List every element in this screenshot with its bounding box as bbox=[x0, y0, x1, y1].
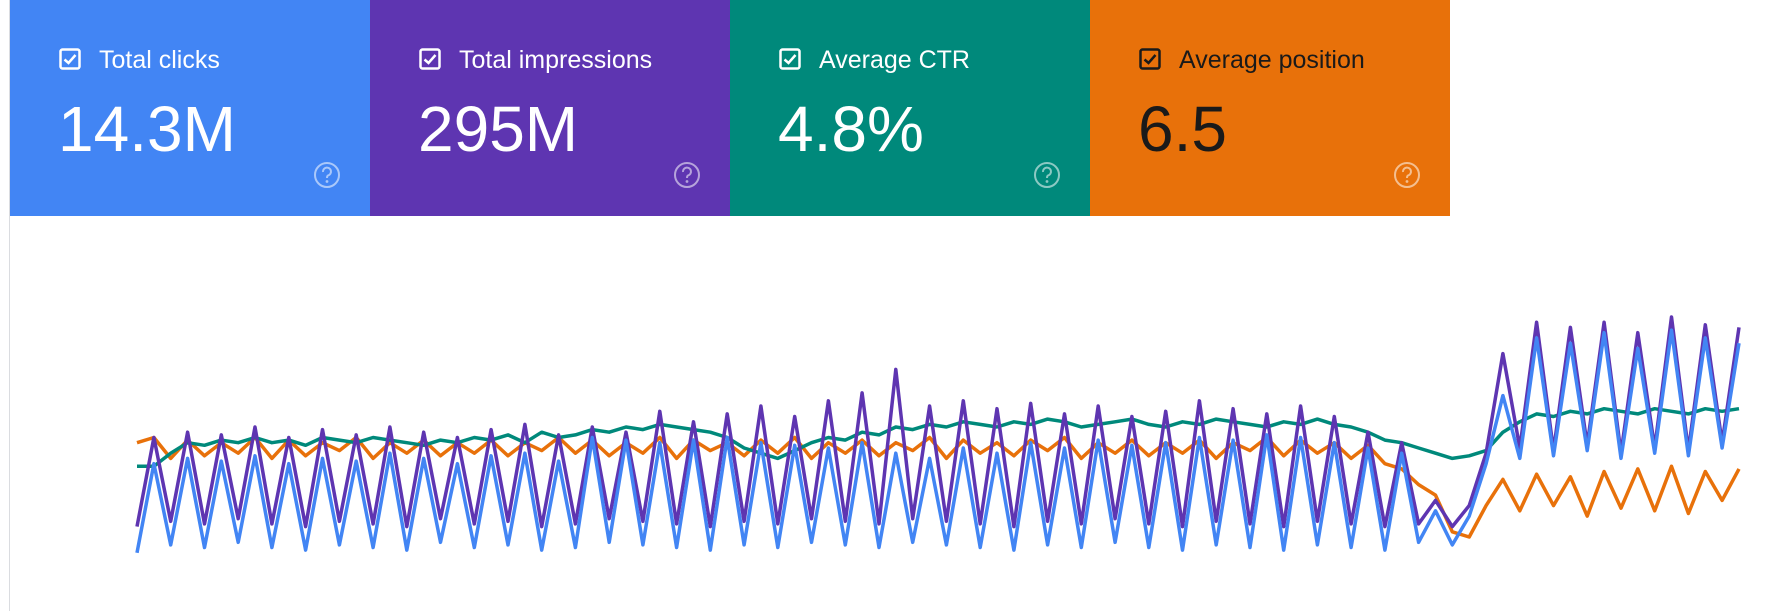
metric-label: Total impressions bbox=[459, 46, 653, 74]
checkbox[interactable] bbox=[1139, 48, 1161, 70]
help-icon[interactable] bbox=[1032, 160, 1062, 190]
metric-value: 6.5 bbox=[1138, 93, 1227, 165]
metric-card[interactable]: Average position 6.5 bbox=[1090, 0, 1450, 216]
series-line bbox=[137, 406, 1740, 469]
panel-border bbox=[9, 0, 10, 611]
help-icon[interactable] bbox=[1392, 160, 1422, 190]
help-icon[interactable] bbox=[312, 160, 342, 190]
checkbox[interactable] bbox=[59, 48, 81, 70]
metric-value: 4.8% bbox=[778, 93, 924, 165]
metric-card[interactable]: Average CTR 4.8% bbox=[730, 0, 1090, 216]
help-icon[interactable] bbox=[672, 160, 702, 190]
series-line bbox=[135, 315, 1741, 529]
metric-card[interactable]: Total impressions 295M bbox=[370, 0, 730, 216]
series-line bbox=[135, 328, 1741, 554]
checkbox[interactable] bbox=[419, 48, 441, 70]
series-line bbox=[136, 435, 1741, 539]
metric-label: Total clicks bbox=[99, 46, 220, 74]
metric-value: 14.3M bbox=[58, 93, 236, 165]
metric-label: Average position bbox=[1179, 46, 1365, 74]
metric-value: 295M bbox=[418, 93, 579, 165]
checkbox[interactable] bbox=[779, 48, 801, 70]
metric-label: Average CTR bbox=[819, 46, 970, 74]
metric-card[interactable]: Total clicks 14.3M bbox=[10, 0, 370, 216]
